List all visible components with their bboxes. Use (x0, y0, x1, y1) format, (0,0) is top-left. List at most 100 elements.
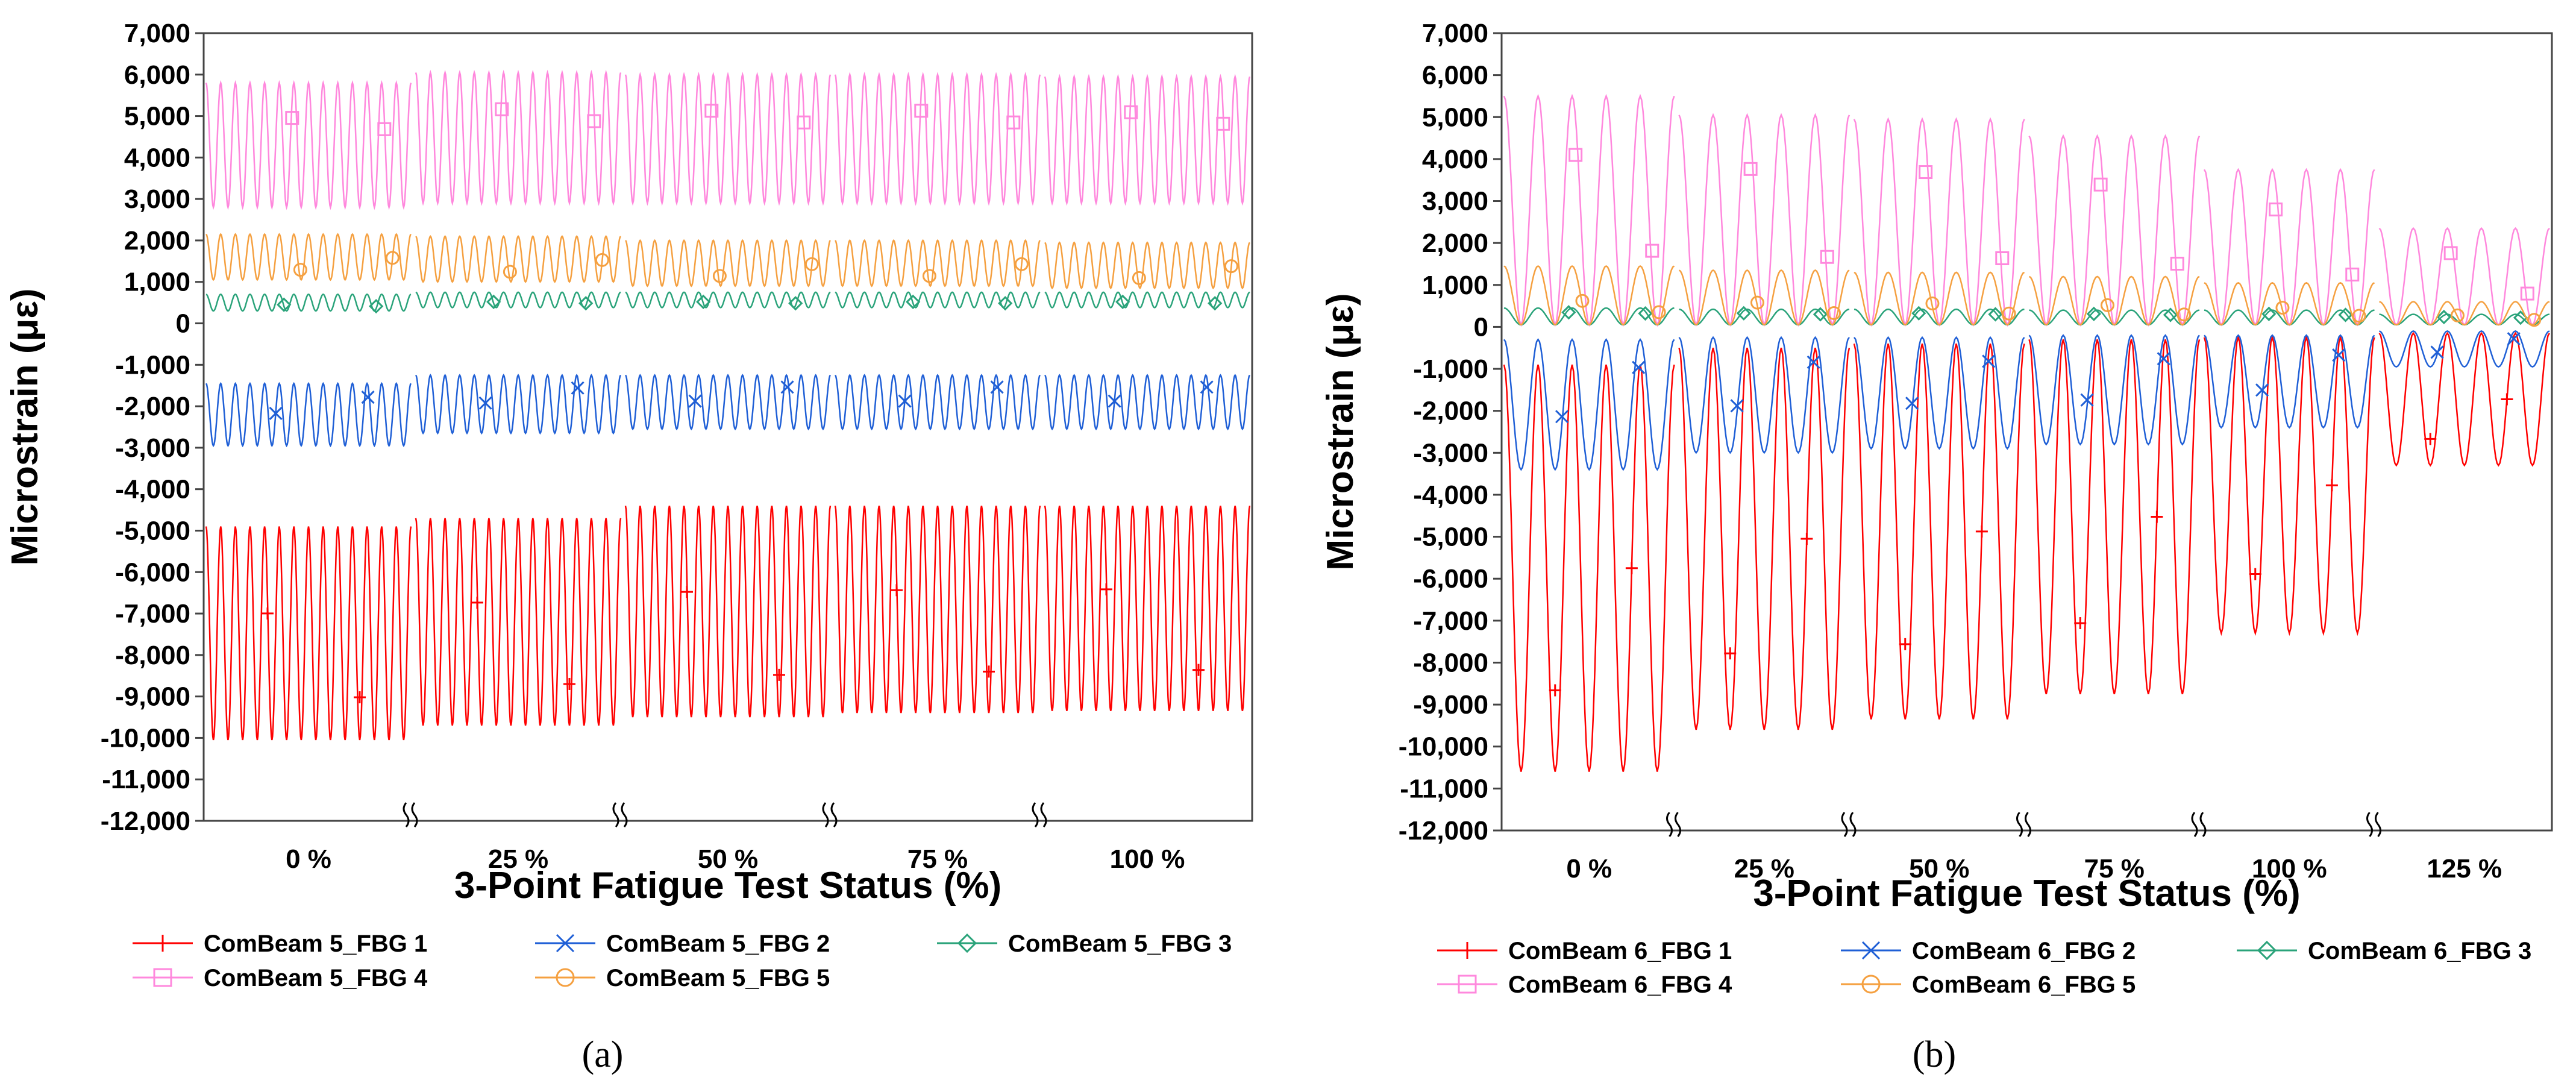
series-marker (2269, 202, 2283, 217)
y-tick-label: 2,000 (1422, 228, 1488, 258)
series-marker (1652, 305, 1666, 319)
series-marker (2450, 308, 2465, 322)
y-tick-label: -3,000 (1413, 438, 1488, 468)
series-marker (1216, 116, 1230, 131)
series-marker (2080, 393, 2094, 407)
y-tick-label: 0 (1474, 312, 1488, 342)
series-marker (571, 381, 584, 395)
series-marker (563, 677, 575, 690)
series-marker (293, 263, 307, 277)
series-marker (788, 296, 803, 311)
series-line (1503, 330, 2550, 471)
series-marker (1800, 533, 1813, 545)
series-marker (2074, 617, 2087, 630)
y-tick-label: -2,000 (115, 392, 190, 421)
y-tick-label: -9,000 (1413, 690, 1488, 720)
series-line (205, 69, 1251, 210)
x-category-label: 100 % (2252, 854, 2327, 884)
y-tick-label: 2,000 (124, 226, 190, 256)
series-marker (2170, 257, 2184, 271)
series-marker (1100, 583, 1112, 595)
series-marker (1743, 162, 1758, 176)
series-marker (277, 297, 292, 312)
axis-break-mark (2016, 812, 2031, 837)
x-category-label: 75 % (907, 844, 968, 874)
x-category-label: 50 % (1909, 854, 1969, 884)
y-tick-label: -5,000 (115, 516, 190, 545)
series-marker (1925, 296, 1940, 310)
y-tick-label: -8,000 (115, 641, 190, 670)
series-marker (1200, 380, 1214, 394)
series-marker (1568, 148, 1583, 162)
axis-break-mark (1032, 802, 1047, 827)
y-tick-label: -10,000 (101, 723, 190, 753)
series-marker (1115, 294, 1130, 310)
series-marker (1561, 305, 1576, 320)
series-marker (2520, 286, 2534, 301)
series-marker (2430, 345, 2444, 359)
legend-label: ComBeam 5_FBG 2 (606, 931, 830, 957)
y-tick-label: -7,000 (115, 599, 190, 629)
series-marker (2151, 510, 2163, 523)
legend-label: ComBeam 6_FBG 2 (1912, 938, 2136, 964)
series-marker (1919, 165, 1933, 180)
series-marker (1006, 115, 1021, 130)
legend-marker (2257, 940, 2277, 961)
legend-marker (1861, 975, 1881, 994)
series-marker (262, 607, 274, 620)
plot-area (1503, 93, 2551, 772)
series-marker (1724, 647, 1737, 660)
series-marker (495, 102, 509, 116)
series-marker (2345, 268, 2360, 282)
legend-label: ComBeam 6_FBG 3 (2308, 938, 2531, 964)
y-tick-label: 3,000 (124, 184, 190, 214)
legend-item: ComBeam 5_FBG 5 (535, 965, 830, 991)
series-marker (1905, 397, 1919, 410)
y-tick-label: -10,000 (1399, 732, 1488, 762)
y-tick-label: -7,000 (1413, 606, 1488, 636)
legend-marker (154, 935, 171, 952)
series-marker (681, 586, 693, 598)
series-marker (471, 596, 483, 609)
y-tick-label: 5,000 (124, 102, 190, 131)
series-marker (906, 294, 921, 310)
y-tick-label: -12,000 (1399, 816, 1488, 846)
legend-item: ComBeam 5_FBG 1 (133, 931, 427, 957)
series-marker (898, 394, 912, 408)
x-category-label: 25 % (488, 844, 548, 874)
legend-item: ComBeam 6_FBG 1 (1437, 938, 1732, 964)
x-axis-label: 3-Point Fatigue Test Status (%) (454, 865, 1001, 906)
chart-b: 7,000 6,000 5,000 4,000 3,000 2,000 1,000 0 -1,0… (1320, 19, 2553, 1075)
series-marker (478, 396, 492, 410)
series-marker (1995, 251, 2010, 266)
series-marker (1632, 360, 1646, 374)
series-marker (486, 294, 501, 310)
series-marker (922, 269, 936, 283)
series-line (205, 374, 1251, 448)
y-tick-label: -1,000 (1413, 354, 1488, 384)
y-tick-label: -12,000 (101, 806, 190, 836)
series-marker (587, 114, 601, 128)
series-marker (2436, 309, 2451, 325)
series-marker (891, 584, 903, 597)
series-marker (1108, 394, 1121, 408)
series-marker (1988, 307, 2003, 322)
legend-label: ComBeam 6_FBG 4 (1508, 972, 1732, 998)
series-line (1503, 93, 2550, 327)
series-line (205, 291, 1250, 312)
series-marker (354, 691, 366, 704)
series-marker (2507, 332, 2521, 346)
series-marker (2332, 348, 2346, 362)
series-marker (688, 394, 702, 408)
x-axis-label: 3-Point Fatigue Test Status (%) (1753, 873, 2300, 914)
series-marker (503, 265, 517, 279)
y-tick-label: 4,000 (124, 143, 190, 172)
legend-marker (957, 933, 977, 953)
x-category-label: 100 % (1110, 844, 1185, 874)
y-tick-label: -5,000 (1413, 523, 1488, 552)
series-marker (2093, 177, 2108, 192)
legend-marker (1861, 941, 1881, 960)
series-marker (1911, 306, 1926, 321)
y-tick-label: -4,000 (115, 475, 190, 504)
y-tick-label: 7,000 (124, 19, 190, 48)
